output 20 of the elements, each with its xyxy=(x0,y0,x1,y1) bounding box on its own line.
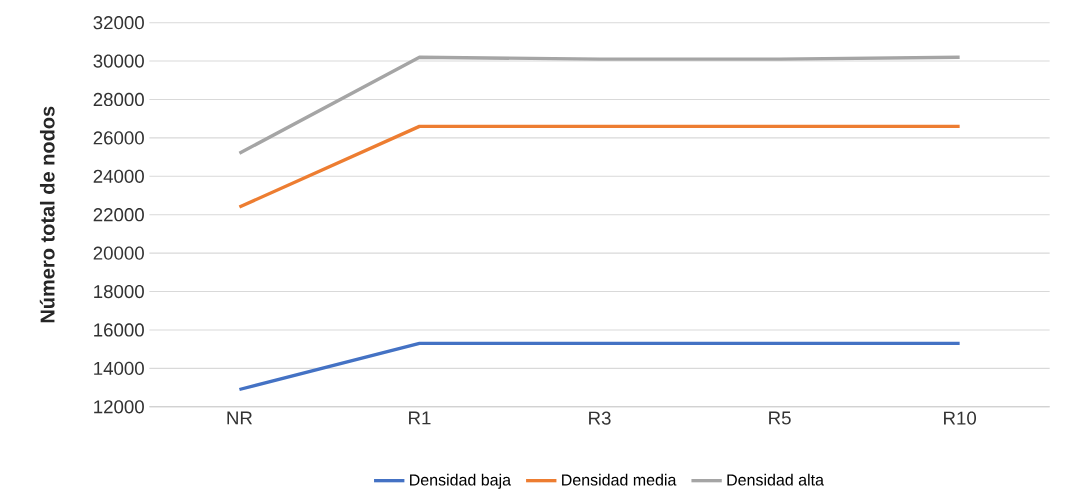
y-tick-label: 28000 xyxy=(93,92,144,107)
y-tick-label: 16000 xyxy=(94,323,144,337)
y-tick-label: 30000 xyxy=(93,54,144,68)
y-tick-label: 20000 xyxy=(93,246,144,260)
legend-label: Densidad media xyxy=(562,473,677,486)
y-tick-label: 22000 xyxy=(93,208,144,222)
y-tick-label: 24000 xyxy=(93,169,144,183)
y-tick-label: 18000 xyxy=(94,284,144,299)
y-tick-label: 14000 xyxy=(94,361,144,375)
x-tick-label: R10 xyxy=(944,411,977,425)
x-tick-label: R5 xyxy=(769,411,791,425)
x-tick-label: R1 xyxy=(409,411,431,425)
y-tick-label: 12000 xyxy=(94,400,144,414)
legend-label: Densidad alta xyxy=(727,473,824,486)
y-tick-label: 26000 xyxy=(93,131,144,145)
legend-label: Densidad baja xyxy=(410,473,512,489)
y-axis-title: Número total de nodos xyxy=(39,106,55,323)
x-tick-label: R3 xyxy=(589,411,611,425)
x-tick-label: NR xyxy=(227,411,253,425)
y-tick-label: 32000 xyxy=(93,15,144,30)
